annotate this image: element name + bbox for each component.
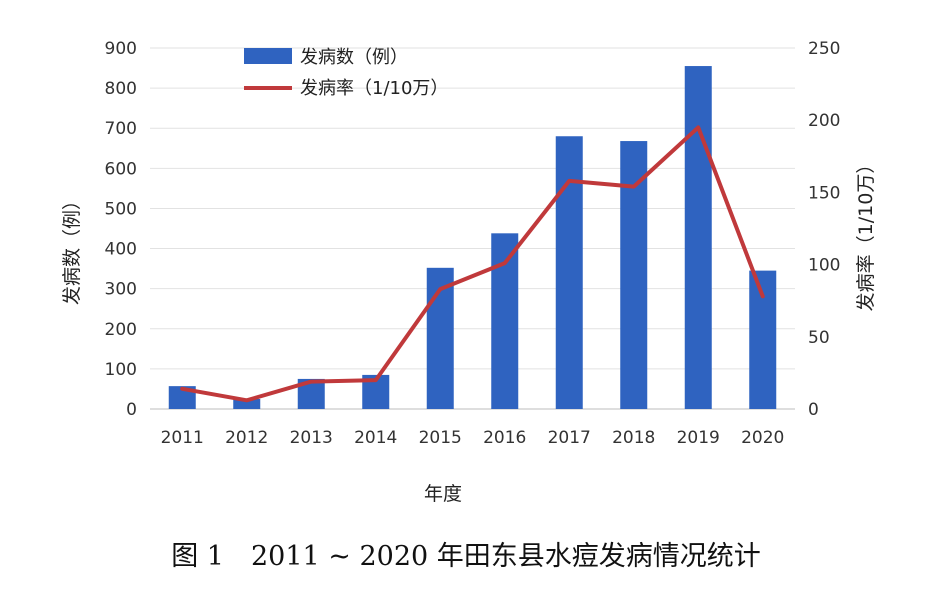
x-tick-label: 2011 [161, 428, 204, 448]
bar-series [168, 66, 777, 410]
y-tick-label: 800 [105, 79, 137, 99]
y-axis-left-ticks: 0 100 200 300 400 500 600 700 800 900 [105, 39, 137, 420]
y2-tick-label: 200 [808, 111, 840, 131]
x-axis-ticks: 2011 2012 2013 2014 2015 2016 2017 2018 2019 2020 [161, 428, 785, 448]
x-tick-label: 2020 [741, 428, 784, 448]
x-tick-label: 2018 [612, 428, 655, 448]
legend: 发病数（例） 发病率（1/10万） [244, 47, 448, 99]
figure-caption: 图 1 2011 ~ 2020 年田东县水痘发病情况统计 [171, 541, 761, 572]
rate-line [180, 125, 765, 403]
y-tick-label: 200 [105, 320, 137, 340]
y2-tick-label: 100 [808, 256, 840, 276]
line-series [180, 125, 765, 403]
bar-2018 [620, 141, 648, 409]
legend-bar-label: 发病数（例） [300, 47, 408, 68]
x-tick-label: 2015 [419, 428, 462, 448]
y-tick-label: 900 [105, 39, 137, 59]
x-tick-label: 2016 [483, 428, 526, 448]
y-axis-right-title: 发病率（1/10万） [855, 155, 877, 312]
y-axis-left-title: 发病数（例） [61, 191, 83, 305]
y2-tick-label: 50 [808, 328, 830, 348]
y-tick-label: 300 [105, 280, 137, 300]
y2-tick-label: 150 [808, 183, 840, 203]
y2-tick-label: 0 [808, 400, 819, 420]
y-tick-label: 100 [105, 360, 137, 380]
y-tick-label: 0 [126, 400, 137, 420]
y-axis-right-ticks: 0 50 100 150 200 250 [808, 39, 840, 420]
x-axis-title: 年度 [424, 483, 462, 505]
chart: 0 100 200 300 400 500 600 700 800 900 0 50 100 150 20… [61, 39, 877, 505]
grid-lines [150, 47, 795, 410]
x-tick-label: 2017 [548, 428, 591, 448]
y-tick-label: 600 [105, 159, 137, 179]
legend-line-label: 发病率（1/10万） [300, 78, 448, 99]
y-tick-label: 700 [105, 119, 137, 139]
x-tick-label: 2013 [290, 428, 333, 448]
bar-2019 [684, 66, 712, 410]
x-tick-label: 2014 [354, 428, 397, 448]
legend-bar-swatch [244, 48, 292, 64]
bar-2016 [491, 233, 519, 409]
y-tick-label: 500 [105, 199, 137, 219]
x-tick-label: 2012 [225, 428, 268, 448]
bar-2012 [233, 398, 261, 409]
y2-tick-label: 250 [808, 39, 840, 59]
y-tick-label: 400 [105, 240, 137, 260]
x-tick-label: 2019 [677, 428, 720, 448]
bar-2017 [555, 136, 583, 409]
